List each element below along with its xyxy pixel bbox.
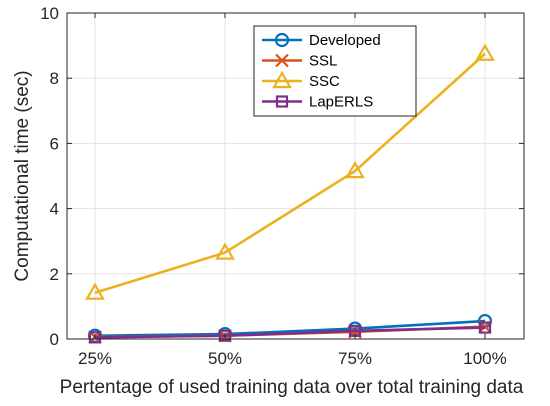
data-point-laperls bbox=[218, 329, 232, 342]
legend-label: SSL bbox=[309, 53, 337, 70]
y-tick-label: 6 bbox=[50, 134, 59, 153]
data-point-ssc bbox=[345, 160, 365, 179]
y-axis-label: Computational time (sec) bbox=[12, 70, 33, 281]
legend-item-laperls: LapERLS bbox=[262, 94, 373, 111]
marker-stroke bbox=[275, 53, 289, 68]
y-tick-label: 10 bbox=[40, 4, 59, 23]
tick-labels: 0 2 4 6 8 10 25% 50% 75% 100% bbox=[40, 4, 507, 368]
series-line-laperls bbox=[94, 326, 486, 339]
legend-label: SSC bbox=[309, 73, 340, 90]
x-tick-label: 100% bbox=[463, 349, 506, 368]
legend-label: LapERLS bbox=[309, 94, 373, 111]
x-tick-label: 50% bbox=[208, 349, 242, 368]
legend-item-ssc: SSC bbox=[262, 70, 340, 90]
series-line-ssc bbox=[94, 52, 486, 294]
axes-box bbox=[66, 12, 525, 340]
series-line-developed bbox=[94, 319, 486, 338]
legend-item-ssl: SSL bbox=[262, 53, 337, 70]
legend-marker bbox=[275, 95, 289, 108]
y-tick-label: 2 bbox=[50, 265, 59, 284]
legend-label: Developed bbox=[309, 32, 381, 49]
y-tick-label: 0 bbox=[50, 330, 59, 349]
legend-marker bbox=[275, 53, 289, 68]
data-point-ssc bbox=[215, 242, 235, 260]
x-axis-label: Pertentage of used training data over to… bbox=[60, 377, 524, 398]
legend-marker bbox=[274, 32, 290, 48]
data-point-laperls bbox=[88, 331, 102, 344]
legend-marker bbox=[272, 70, 292, 89]
legend-item-developed: Developed bbox=[262, 32, 381, 49]
x-tick-label: 25% bbox=[78, 349, 112, 368]
series-ssc bbox=[85, 43, 495, 300]
legend: Developed SSL SSC LapERLS bbox=[253, 25, 417, 117]
axes bbox=[66, 12, 525, 340]
data-point-ssc bbox=[85, 282, 105, 300]
y-tick-label: 8 bbox=[50, 69, 59, 88]
series-laperls bbox=[88, 321, 492, 344]
y-tick-label: 4 bbox=[50, 200, 59, 219]
x-tick-label: 75% bbox=[338, 349, 372, 368]
data-point-laperls bbox=[478, 321, 492, 334]
data-point-ssc bbox=[475, 43, 495, 61]
